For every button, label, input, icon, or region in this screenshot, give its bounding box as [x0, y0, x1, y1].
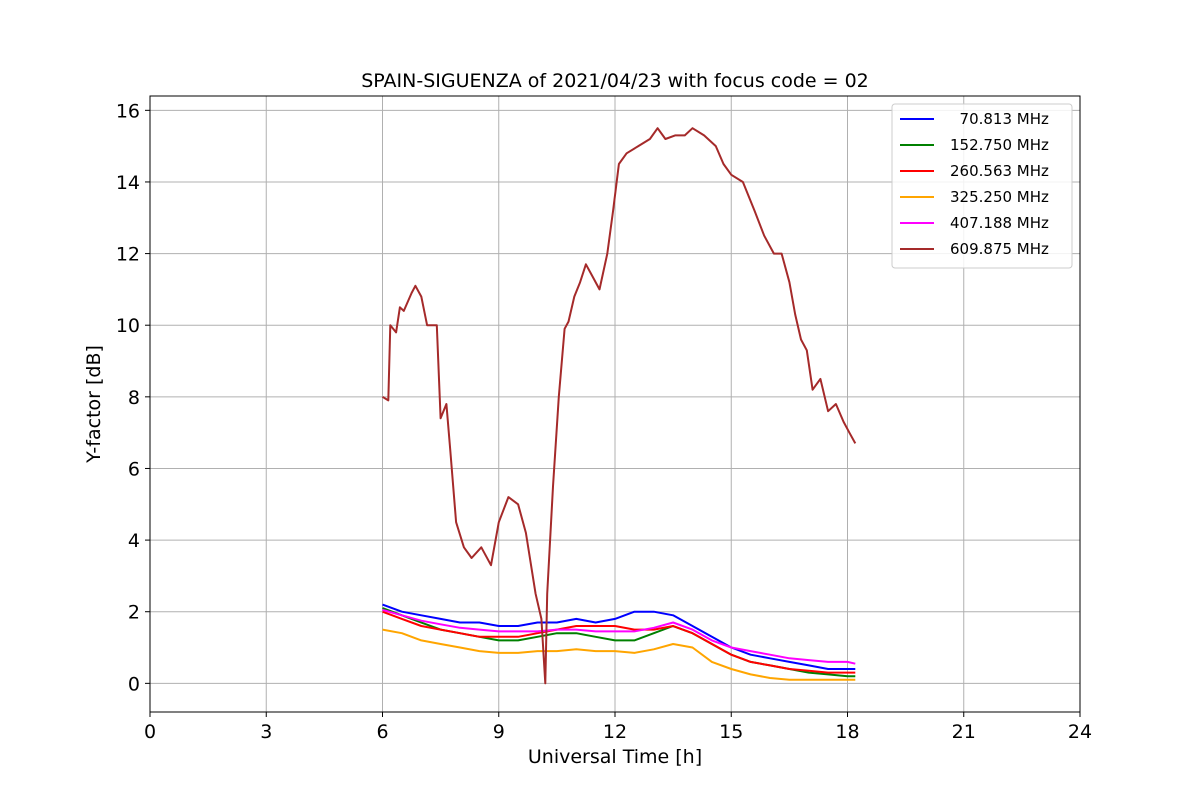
x-tick-label: 18 [835, 721, 859, 743]
x-tick-label: 9 [493, 721, 505, 743]
x-tick-label: 24 [1068, 721, 1092, 743]
legend-box [891, 103, 1073, 269]
chart-title: SPAIN-SIGUENZA of 2021/04/23 with focus … [361, 70, 869, 92]
y-tick-label: 0 [128, 673, 140, 695]
x-tick-label: 12 [603, 721, 627, 743]
legend-label: 325.250 MHz [950, 188, 1049, 206]
x-tick-label: 6 [376, 721, 388, 743]
y-tick-label: 8 [128, 387, 140, 409]
series-line-260-563-mhz [382, 610, 856, 674]
y-tick-label: 14 [116, 172, 140, 194]
y-tick-label: 12 [116, 244, 140, 266]
series-line-407-188-mhz [382, 608, 856, 665]
legend: 70.813 MHz 152.750 MHz 260.563 MHz 325.250 … [891, 103, 1073, 269]
legend-label: 407.188 MHz [950, 214, 1049, 232]
y-tick-label: 16 [116, 100, 140, 122]
x-tick-label: 15 [719, 721, 743, 743]
y-tick-label: 6 [128, 458, 140, 480]
x-tick-label: 0 [144, 721, 156, 743]
y-tick-label: 10 [116, 315, 140, 337]
x-tick-label: 3 [260, 721, 272, 743]
x-axis-label: Universal Time [h] [528, 746, 702, 768]
legend-label: 609.875 MHz [950, 240, 1049, 258]
y-tick-label: 2 [128, 602, 140, 624]
plot-area-frame [149, 95, 1081, 713]
legend-label: 70.813 MHz [950, 110, 1049, 128]
y-axis-label: Y-factor [dB] [83, 345, 105, 464]
series-line-609-875-mhz [381, 127, 857, 685]
legend-label: 260.563 MHz [950, 162, 1049, 180]
y-tick-label: 4 [128, 530, 140, 552]
series-line-325-250-mhz [382, 628, 856, 681]
legend-label: 152.750 MHz [950, 136, 1049, 154]
plot-series [381, 127, 857, 685]
x-tick-label: 21 [952, 721, 976, 743]
series-line-70-813-mhz [382, 603, 856, 670]
